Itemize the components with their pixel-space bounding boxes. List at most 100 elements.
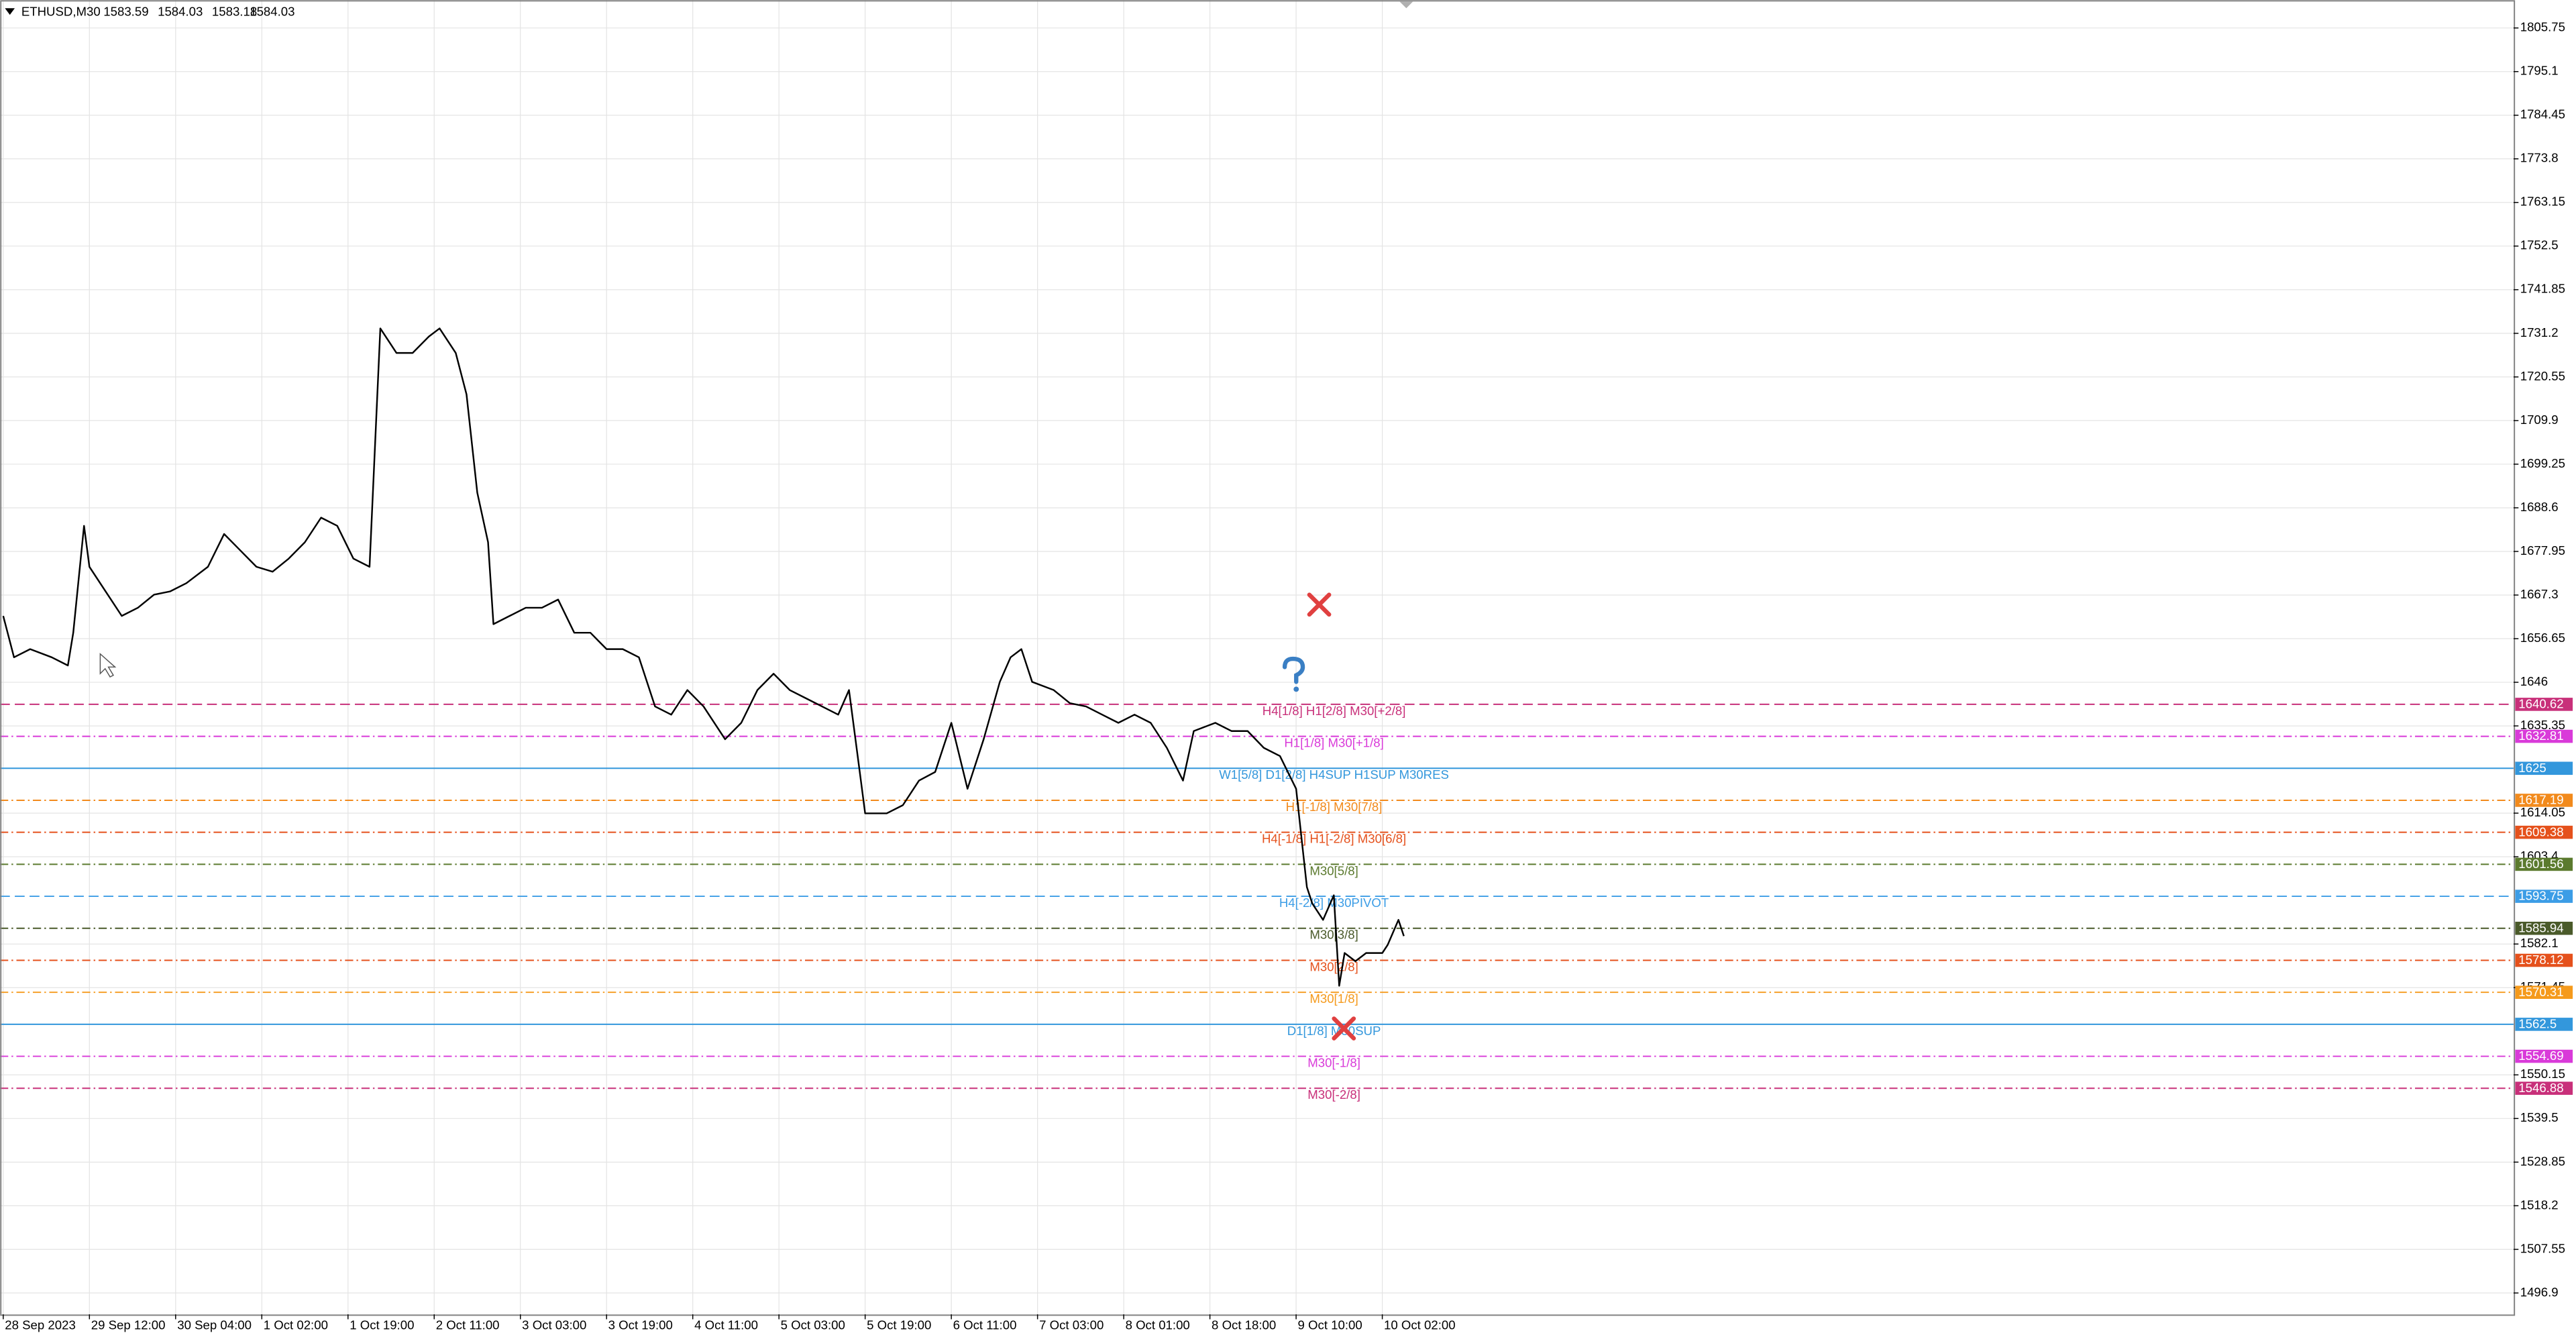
open: 1583.59 [103, 4, 148, 18]
x-tick-label: 4 Oct 11:00 [694, 1318, 758, 1332]
sell-cross [1332, 1016, 1356, 1040]
price-box [2515, 698, 2573, 711]
x-tick-label: 2 Oct 11:00 [436, 1318, 500, 1332]
price-box [2515, 729, 2573, 743]
high: 1584.03 [158, 4, 203, 18]
x-tick-label: 8 Oct 18:00 [1212, 1318, 1276, 1332]
level-label: H1[1/8] M30[+1/8] [1284, 736, 1383, 750]
level-label: M30[2/8] [1309, 959, 1358, 973]
price-box [2515, 1018, 2573, 1031]
y-tick-label: 1635.35 [2520, 718, 2565, 732]
y-tick-label: 1699.25 [2520, 456, 2565, 470]
level-label: M30[-2/8] [1307, 1087, 1360, 1102]
y-tick-label: 1752.5 [2520, 238, 2559, 252]
y-tick-label: 1795.1 [2520, 64, 2559, 78]
y-tick-label: 1528.85 [2520, 1154, 2565, 1168]
level-label: M30[3/8] [1309, 928, 1358, 942]
y-tick-label: 1784.45 [2520, 107, 2565, 121]
price-box [2515, 825, 2573, 839]
x-tick-label: 1 Oct 02:00 [264, 1318, 328, 1332]
y-tick-label: 1614.05 [2520, 805, 2565, 819]
y-tick-label: 1773.8 [2520, 151, 2559, 165]
price-box-label: 1593.75 [2518, 889, 2563, 903]
x-tick-label: 3 Oct 19:00 [608, 1318, 673, 1332]
y-tick-label: 1720.55 [2520, 369, 2565, 383]
y-tick-label: 1677.95 [2520, 543, 2565, 557]
y-tick-label: 1507.55 [2520, 1241, 2565, 1255]
levels: H4[1/8] H1[2/8] M30[+2/8] H1[1/8] M30[+1/… [0, 704, 2514, 1102]
price-box [2515, 985, 2573, 999]
y-tick-label: 1741.85 [2520, 282, 2565, 296]
level-label: M30[-1/8] [1307, 1056, 1360, 1070]
y-tick-label: 1539.5 [2520, 1110, 2559, 1124]
series [2, 327, 1405, 987]
y-tick-label: 1646 [2520, 674, 2548, 688]
x-tick-label: 3 Oct 03:00 [522, 1318, 586, 1332]
low: 1583.18 [212, 4, 257, 18]
x-tick-label: 30 Sep 04:00 [177, 1318, 252, 1332]
price-box-label: 1601.56 [2518, 857, 2563, 871]
price-line [2, 327, 1405, 987]
x-tick-label: 7 Oct 03:00 [1039, 1318, 1104, 1332]
x-tick-label: 8 Oct 01:00 [1126, 1318, 1190, 1332]
price-box-label: 1562.5 [2518, 1017, 2557, 1031]
level-label: H4[1/8] H1[2/8] M30[+2/8] [1263, 704, 1406, 718]
y-tick-label: 1582.1 [2520, 936, 2559, 950]
question-dot [1293, 686, 1299, 692]
y-tick-label: 1763.15 [2520, 195, 2565, 209]
price-box-label: 1546.88 [2518, 1081, 2563, 1095]
x-tick-label: 1 Oct 19:00 [350, 1318, 414, 1332]
x-tick-label: 6 Oct 11:00 [953, 1318, 1017, 1332]
y-tick-label: 1709.9 [2520, 413, 2559, 427]
price-box [2515, 1049, 2573, 1063]
signal-icons [1282, 592, 1356, 1040]
price-box [2515, 761, 2573, 775]
price-box-label: 1554.69 [2518, 1049, 2563, 1063]
level-label: D1[1/8] M30SUP [1287, 1024, 1381, 1038]
price-box-label: 1625 [2518, 761, 2546, 775]
price-box [2515, 953, 2573, 967]
y-tick-label: 1518.2 [2520, 1197, 2559, 1212]
mouse-cursor [99, 653, 117, 678]
price-box [2515, 794, 2573, 807]
price-box [2515, 857, 2573, 871]
level-label: H1[-1/8] M30[7/8] [1286, 800, 1383, 814]
price-box-label: 1578.12 [2518, 953, 2563, 967]
level-label: M30[5/8] [1309, 863, 1358, 877]
price-box-label: 1617.19 [2518, 793, 2563, 807]
y-tick-label: 1805.75 [2520, 20, 2565, 34]
level-label: W1[5/8] D1[2/8] H4SUP H1SUP M30RES [1219, 767, 1449, 782]
plot-frame [0, 0, 2516, 1316]
level-label: M30[1/8] [1309, 992, 1358, 1006]
y-tick-label: 1667.3 [2520, 587, 2559, 601]
question-icon [1282, 656, 1305, 684]
x-tick-label: 9 Oct 10:00 [1298, 1318, 1362, 1332]
x-tick-label: 5 Oct 03:00 [781, 1318, 845, 1332]
price-box [2515, 890, 2573, 903]
x-tick-label: 28 Sep 2023 [5, 1318, 76, 1332]
price-box-label: 1570.31 [2518, 985, 2563, 999]
x-tick-label: 5 Oct 19:00 [867, 1318, 931, 1332]
price-box-label: 1640.62 [2518, 697, 2563, 711]
price-box [2515, 1081, 2573, 1095]
symbol: ETHUSD,M30 [21, 4, 101, 18]
y-tick-label: 1656.65 [2520, 631, 2565, 645]
x-tick-label: 29 Sep 12:00 [91, 1318, 166, 1332]
shift-marker[interactable] [1399, 1, 1413, 9]
sell-cross [1307, 592, 1332, 617]
y-tick-label: 1550.15 [2520, 1067, 2565, 1081]
y-tick-label: 1731.2 [2520, 325, 2559, 339]
y-tick-label: 1496.9 [2520, 1285, 2559, 1299]
grid [0, 0, 2514, 1315]
y-tick-label: 1688.6 [2520, 500, 2559, 514]
price-box-label: 1585.94 [2518, 920, 2563, 934]
price-box [2515, 921, 2573, 935]
menu-arrow[interactable] [5, 8, 15, 15]
x-tick-label: 10 Oct 02:00 [1384, 1318, 1456, 1332]
level-label: H4[-1/8] H1[-2/8] M30[6/8] [1262, 832, 1406, 846]
close: 1584.03 [250, 4, 294, 18]
price-box-label: 1632.81 [2518, 729, 2563, 743]
